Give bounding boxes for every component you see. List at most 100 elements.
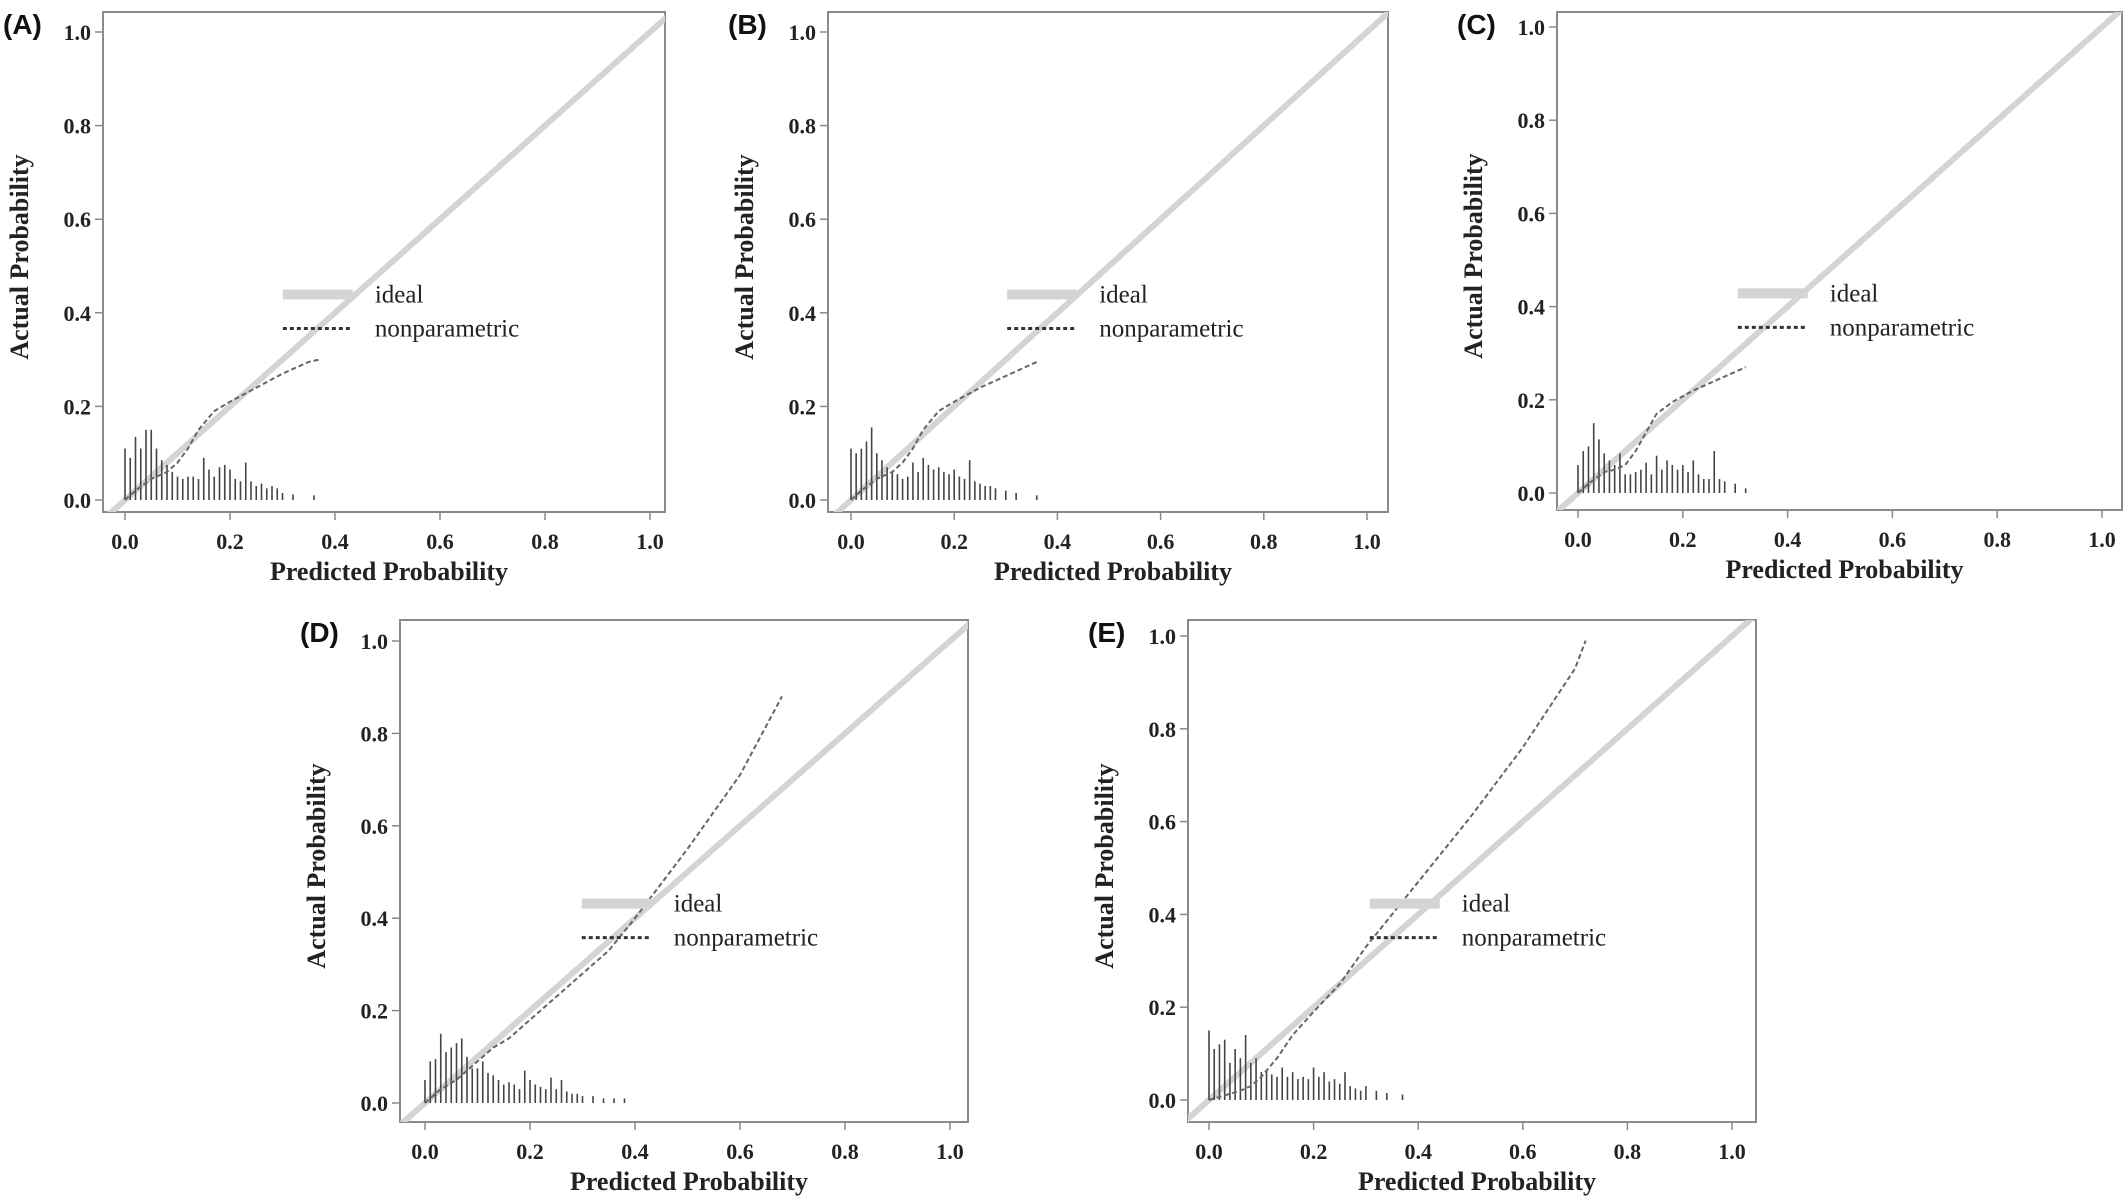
y-tick-label: 0.8	[361, 721, 389, 746]
x-tick-label: 1.0	[1353, 529, 1381, 554]
x-tick-label: 0.0	[111, 529, 139, 554]
nonparametric-curve	[424, 695, 783, 1104]
x-tick-label: 1.0	[1718, 1139, 1746, 1164]
x-tick-label: 0.6	[726, 1139, 754, 1164]
x-axis-title: Predicted Probability	[1725, 555, 1963, 584]
histogram	[124, 429, 315, 500]
y-tick-label: 0.6	[1149, 810, 1177, 835]
y-tick-label: 0.4	[1518, 295, 1546, 320]
plot-area	[1557, 12, 2122, 510]
x-tick-label: 0.6	[1147, 529, 1175, 554]
legend-nonparametric-label: nonparametric	[1830, 314, 1974, 341]
y-tick-label: 1.0	[64, 20, 92, 45]
ideal-line	[1188, 620, 1755, 1122]
legend-nonparametric-label: nonparametric	[375, 316, 519, 343]
legend-ideal-label: ideal	[1830, 280, 1879, 307]
y-tick-label: 0.8	[1149, 717, 1177, 742]
histogram	[850, 427, 1038, 500]
y-axis-title: Actual Probability	[1459, 153, 1488, 358]
plot-area	[400, 621, 968, 1122]
nonparametric-curve	[1577, 366, 1747, 494]
legend-nonparametric-label: nonparametric	[674, 925, 818, 952]
legend-nonparametric-label: nonparametric	[1099, 316, 1243, 343]
panel-label: (C)	[1457, 9, 1496, 40]
ideal-line	[400, 621, 968, 1122]
plot-area	[1188, 620, 1755, 1122]
ideal-line	[107, 14, 665, 512]
plot-frame	[399, 619, 969, 1123]
x-tick-label: 0.8	[1983, 527, 2011, 552]
y-tick-label: 0.4	[64, 301, 92, 326]
histogram	[424, 1033, 626, 1103]
legend: ideal nonparametric	[1007, 282, 1244, 343]
x-tick-label: 0.8	[531, 529, 559, 554]
x-tick-label: 0.0	[1564, 527, 1592, 552]
x-tick-label: 0.6	[426, 529, 454, 554]
nonparametric-curve	[850, 360, 1038, 501]
legend-ideal-label: ideal	[1462, 891, 1511, 918]
y-axis-title: Actual Probability	[302, 763, 331, 968]
y-tick-label: 0.8	[789, 114, 817, 139]
x-tick-label: 1.0	[936, 1139, 964, 1164]
y-tick-label: 0.2	[789, 394, 817, 419]
y-tick-label: 1.0	[789, 20, 817, 45]
y-tick-label: 0.8	[1518, 108, 1546, 133]
y-tick-label: 0.0	[789, 488, 817, 513]
legend: ideal nonparametric	[1369, 891, 1606, 952]
nonparametric-curve	[1208, 640, 1587, 1101]
x-tick-label: 0.4	[621, 1139, 649, 1164]
x-tick-label: 0.6	[1879, 527, 1907, 552]
legend-ideal-label: ideal	[674, 891, 723, 918]
x-tick-label: 1.0	[2088, 527, 2116, 552]
x-tick-label: 1.0	[636, 529, 664, 554]
legend: ideal nonparametric	[282, 282, 519, 343]
histogram	[1577, 423, 1747, 493]
x-tick-label: 0.2	[1300, 1139, 1328, 1164]
calibration-panel-d: (D) 0.0 0.2 0.4 0.6 0.8 1.0 0.0 0.2 0.4 0.6 0.8 1.0 P…	[300, 617, 969, 1196]
y-tick-label: 0.4	[1149, 902, 1177, 927]
y-tick-label: 0.6	[361, 814, 389, 839]
y-axis-title: Actual Probability	[1090, 763, 1119, 968]
legend: ideal nonparametric	[1737, 280, 1974, 341]
y-tick-label: 0.6	[64, 207, 92, 232]
panel-label: (D)	[300, 617, 339, 648]
ideal-line	[1557, 12, 2122, 510]
y-tick-label: 0.4	[789, 301, 817, 326]
legend-ideal-label: ideal	[375, 282, 424, 309]
x-tick-label: 0.4	[321, 529, 349, 554]
ideal-line	[833, 12, 1388, 512]
y-tick-label: 0.8	[64, 114, 92, 139]
x-tick-label: 0.2	[1669, 527, 1697, 552]
y-tick-label: 0.2	[1149, 995, 1177, 1020]
y-tick-label: 0.0	[1149, 1088, 1177, 1113]
nonparametric-curve	[124, 358, 320, 501]
panel-label: (E)	[1088, 617, 1125, 648]
legend-nonparametric-label: nonparametric	[1462, 925, 1606, 952]
x-axis-title: Predicted Probability	[570, 1167, 808, 1196]
x-tick-label: 0.2	[940, 529, 968, 554]
x-tick-label: 0.8	[1614, 1139, 1642, 1164]
x-axis-title: Predicted Probability	[994, 557, 1232, 586]
histogram	[1208, 1030, 1404, 1100]
x-tick-label: 0.0	[1195, 1139, 1223, 1164]
y-tick-label: 0.2	[64, 394, 92, 419]
panel-label: (A)	[3, 9, 42, 40]
y-tick-label: 1.0	[1149, 624, 1177, 649]
y-tick-label: 0.2	[1518, 388, 1546, 413]
x-tick-label: 0.4	[1044, 529, 1072, 554]
legend: ideal nonparametric	[581, 891, 818, 952]
x-axis-title: Predicted Probability	[1358, 1167, 1596, 1196]
x-axis-title: Predicted Probability	[270, 557, 508, 586]
y-tick-label: 0.6	[789, 207, 817, 232]
x-tick-label: 0.4	[1404, 1139, 1432, 1164]
plot-frame	[1556, 11, 2123, 511]
plot-frame	[1187, 619, 1757, 1123]
y-axis-title: Actual Probability	[5, 154, 34, 359]
y-tick-label: 0.4	[361, 906, 389, 931]
x-tick-label: 0.0	[837, 529, 865, 554]
x-tick-label: 0.6	[1509, 1139, 1537, 1164]
x-tick-label: 0.0	[411, 1139, 439, 1164]
calibration-panel-e: (E) 0.0 0.2 0.4 0.6 0.8 1.0 0.0 0.2 0.4 0.6 0.8 1.0 P…	[1088, 617, 1757, 1196]
y-tick-label: 0.0	[1518, 481, 1546, 506]
